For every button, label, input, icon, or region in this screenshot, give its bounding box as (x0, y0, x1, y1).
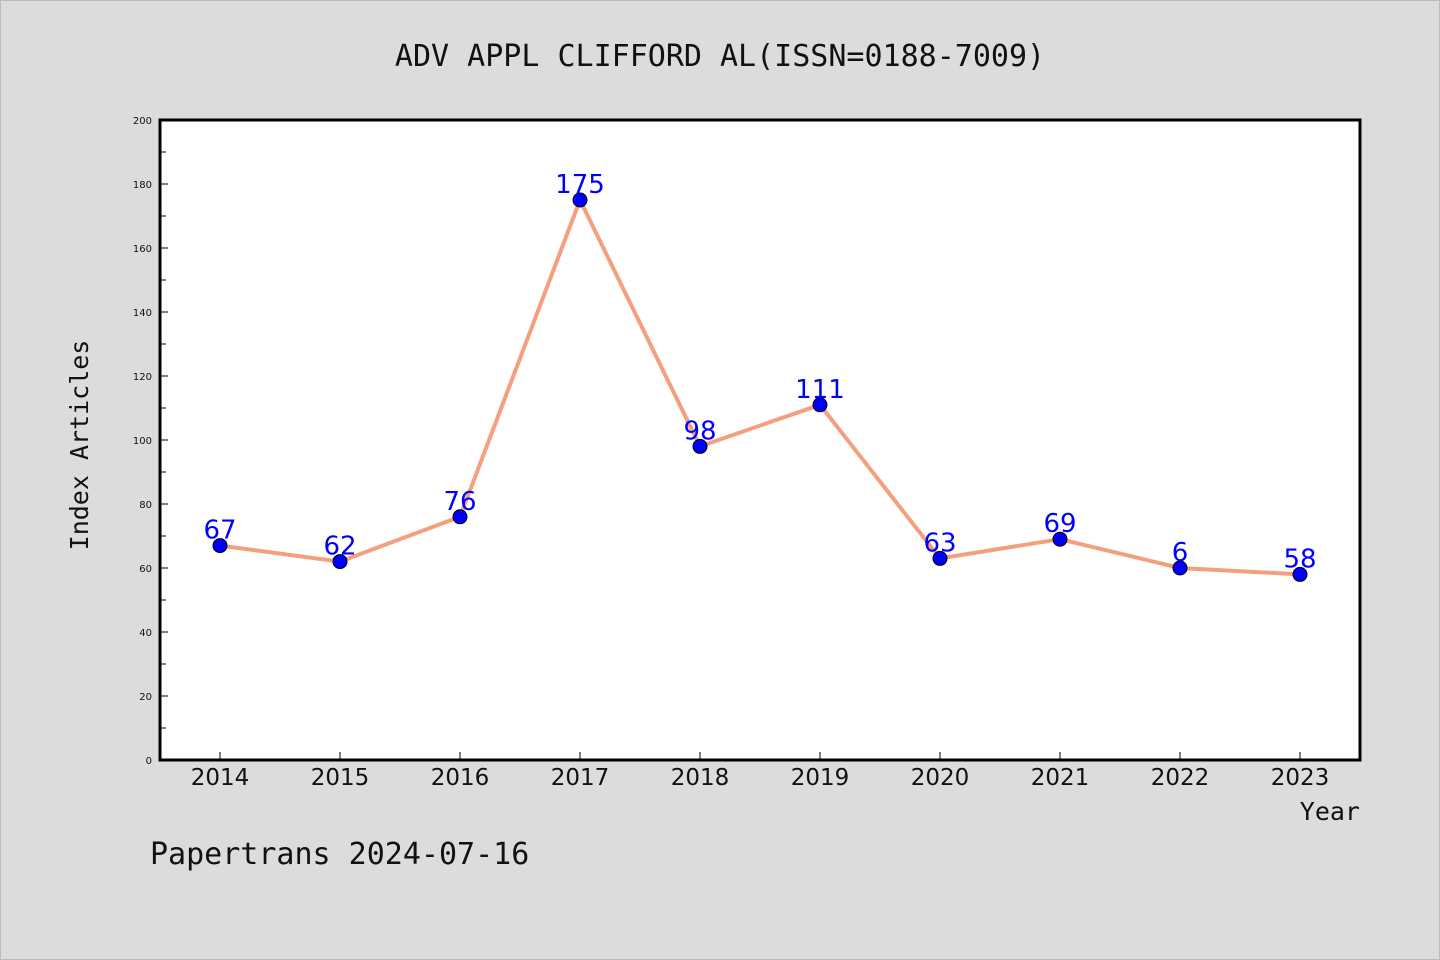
data-point (932, 550, 948, 566)
data-point (572, 192, 588, 208)
plot-area (158, 118, 1362, 762)
y-tick-label: 0 (146, 756, 152, 767)
data-label: 63 (923, 528, 956, 558)
y-axis-label: Index Articles (65, 340, 94, 551)
y-tick-label: 140 (133, 308, 152, 319)
x-tick-label: 2015 (311, 765, 370, 791)
x-axis: 2014 2015 2016 2017 2018 2019 2020 2021 2022 2023 (191, 752, 1330, 791)
chart-title: ADV APPL CLIFFORD AL(ISSN=0188-7009) (395, 39, 1045, 74)
x-tick-label: 2019 (791, 765, 850, 791)
data-label: 6 (1172, 538, 1189, 568)
data-label: 58 (1283, 544, 1316, 574)
data-point (212, 538, 228, 554)
data-label: 111 (795, 375, 845, 405)
data-point (452, 509, 468, 525)
x-tick-label: 2017 (551, 765, 610, 791)
watermark-text: Papertrans 2024-07-16 (150, 837, 529, 872)
y-tick-label: 160 (133, 244, 152, 255)
data-point (692, 438, 708, 454)
data-label: 98 (683, 416, 716, 446)
x-tick-label: 2023 (1271, 765, 1330, 791)
x-tick-label: 2021 (1031, 765, 1090, 791)
data-label: 175 (555, 170, 605, 200)
y-tick-label: 200 (133, 116, 152, 127)
data-point (1292, 566, 1308, 582)
x-tick-label: 2020 (911, 765, 970, 791)
data-point (812, 397, 828, 413)
series-line (219, 198, 1301, 577)
x-tick-label: 2014 (191, 765, 250, 791)
x-tick-label: 2016 (431, 765, 490, 791)
y-tick-label: 80 (139, 500, 152, 511)
y-tick-label: 120 (133, 372, 152, 383)
data-point (1052, 531, 1068, 547)
y-tick-label: 40 (139, 628, 152, 639)
data-point (332, 554, 348, 570)
data-label: 76 (443, 487, 476, 517)
y-tick-label: 100 (133, 436, 152, 447)
y-tick-label: 60 (139, 564, 152, 575)
y-tick-label: 180 (133, 180, 152, 191)
data-label: 62 (323, 532, 356, 562)
data-label: 69 (1043, 509, 1076, 539)
y-axis: 0 20 40 60 80 100 120 140 160 180 200 (133, 116, 168, 767)
series-layer: 67 62 76 175 98 111 63 69 6 58 (203, 170, 1317, 582)
data-point (1172, 560, 1188, 576)
y-tick-label: 20 (139, 692, 152, 703)
x-tick-label: 2018 (671, 765, 730, 791)
data-label: 67 (203, 516, 236, 546)
x-axis-label: Year (1300, 797, 1360, 826)
x-tick-label: 2022 (1151, 765, 1210, 791)
